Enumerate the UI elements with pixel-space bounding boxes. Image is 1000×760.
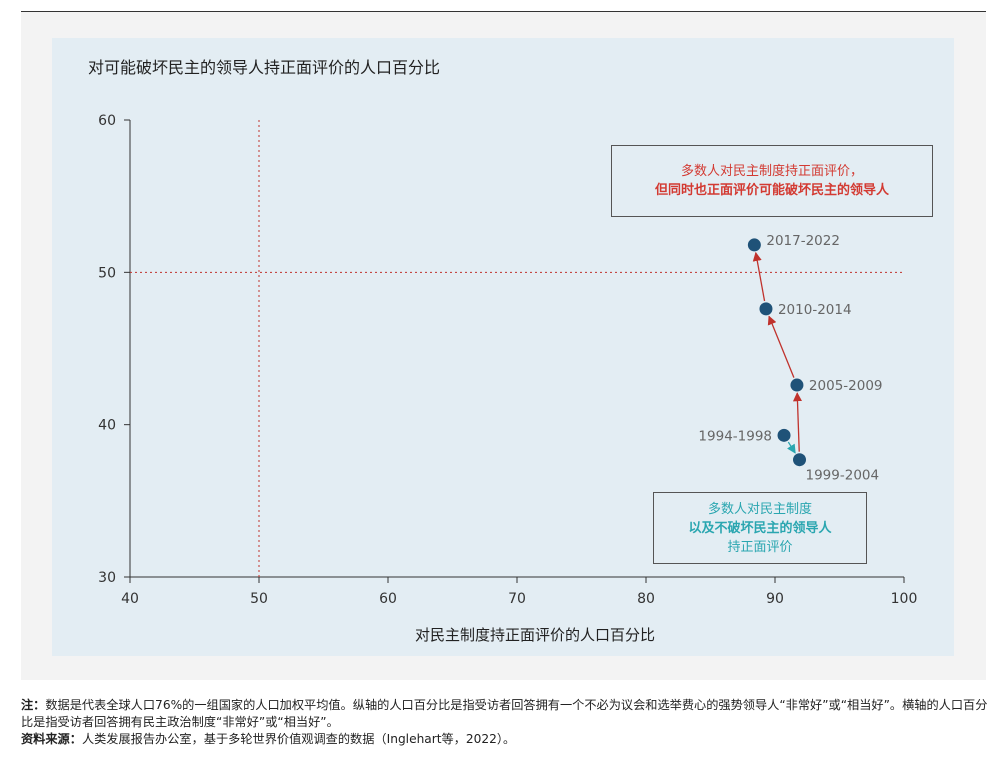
x-tick-label: 40 (121, 591, 139, 607)
annotation-bottom-box: 多数人对民主制度 以及不破坏民主的领导人 持正面评价 (653, 492, 867, 564)
y-tick-label: 30 (98, 570, 116, 586)
y-tick-label: 50 (98, 265, 116, 281)
annotation-top-line1: 多数人对民主制度持正面评价， (680, 164, 863, 179)
trend-arrow (767, 315, 795, 378)
x-axis-label: 对民主制度持正面评价的人口百分比 (415, 626, 655, 644)
trend-arrow (786, 441, 796, 454)
annotation-top-line2: 但同时也正面评价可能破坏民主的领导人 (654, 183, 889, 198)
annotation-bottom-line2: 以及不破坏民主的领导人 (688, 520, 832, 536)
x-tick-label: 90 (766, 591, 784, 607)
source-text: 人类发展报告办公室，基于多轮世界价值观调查的数据（Inglehart等，2022… (81, 732, 516, 746)
x-tick-label: 80 (637, 591, 655, 607)
data-point (759, 302, 773, 316)
data-point (790, 378, 804, 392)
annotation-top-box: 多数人对民主制度持正面评价， 但同时也正面评价可能破坏民主的领导人 (611, 145, 933, 217)
data-point (747, 238, 761, 252)
y-tick-label: 40 (98, 418, 116, 434)
data-point-label: 2017-2022 (766, 233, 840, 249)
x-tick-label: 100 (891, 591, 918, 607)
data-point-label: 1999-2004 (806, 468, 880, 484)
trend-arrow (792, 392, 803, 452)
annotation-bottom-line1: 多数人对民主制度 (707, 501, 812, 517)
x-tick-label: 60 (379, 591, 397, 607)
data-point-label: 1994-1998 (698, 428, 772, 444)
note-text: 数据是代表全球人口76%的一组国家的人口加权平均值。纵轴的人口百分比是指受访者回… (21, 698, 988, 729)
annotation-bottom-line3: 持正面评价 (727, 539, 793, 555)
data-point (777, 428, 791, 442)
data-point-label: 2010-2014 (778, 302, 852, 318)
note-label: 注： (21, 698, 46, 712)
chart-title: 对可能破坏民主的领导人持正面评价的人口百分比 (88, 58, 441, 77)
footnote: 注：数据是代表全球人口76%的一组国家的人口加权平均值。纵轴的人口百分比是指受访… (21, 697, 989, 748)
data-point (793, 453, 807, 467)
top-rule (21, 11, 986, 12)
data-point-label: 2005-2009 (809, 378, 883, 394)
y-tick-label: 60 (98, 113, 116, 129)
trend-arrow (752, 251, 766, 302)
x-tick-label: 50 (250, 591, 268, 607)
x-tick-label: 70 (508, 591, 526, 607)
source-label: 资料来源： (21, 732, 82, 746)
